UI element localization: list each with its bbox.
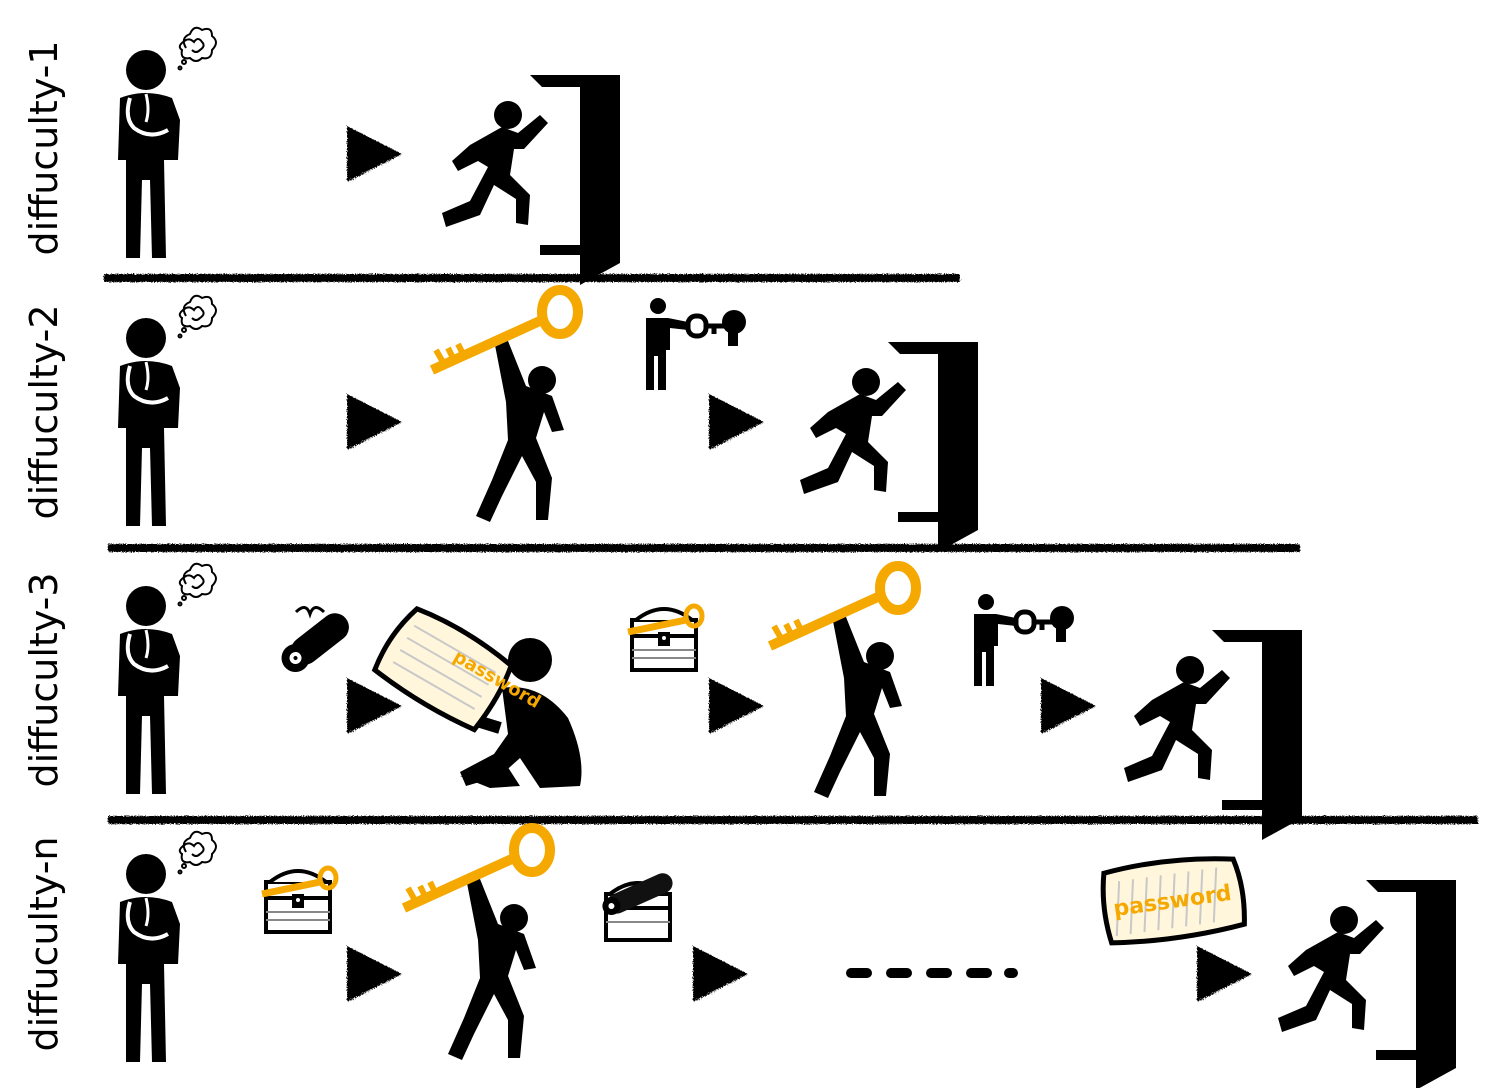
person-unlocking-icon (646, 298, 746, 390)
arrow-icon (598, 946, 748, 1002)
person-holding-key-icon (432, 290, 578, 522)
arrow-icon (614, 394, 764, 450)
exit-door-icon (442, 75, 620, 285)
exit-door-icon (1124, 630, 1302, 840)
person-unlocking-icon (974, 594, 1074, 686)
thinking-person-icon (116, 25, 218, 260)
row-label-n: diffuculty-n (22, 836, 66, 1052)
row-n: password (116, 828, 1456, 1088)
row-2 (116, 290, 978, 552)
exit-door-icon (800, 342, 978, 552)
arrow-icon (252, 126, 402, 182)
exit-door-icon (1278, 880, 1456, 1088)
treasure-chest-key-icon (262, 868, 336, 932)
row-label-2: diffuculty-2 (22, 304, 66, 520)
arrow-icon (252, 946, 402, 1002)
row-label-3: diffuculty-3 (22, 572, 66, 788)
row-3 (116, 561, 1302, 840)
password-card-icon: password (1099, 851, 1248, 947)
person-holding-key-icon (770, 566, 916, 798)
person-holding-key-icon (404, 828, 550, 1060)
arrow-icon (252, 394, 402, 450)
thinking-person-icon (116, 561, 218, 796)
treasure-chest-key-icon (628, 606, 702, 670)
arrow-icon (252, 678, 402, 734)
treasure-chest-scroll-icon (597, 868, 678, 942)
scroll-icon (274, 605, 357, 680)
arrow-icon (614, 678, 764, 734)
thinking-person-icon (116, 829, 218, 1064)
person-reading-password-icon (371, 602, 582, 788)
row-1 (116, 25, 620, 285)
row-separators (104, 274, 1478, 824)
arrow-icon (1102, 946, 1252, 1002)
thinking-person-icon (116, 293, 218, 528)
ellipsis-dashes (846, 968, 1018, 978)
row-label-1: diffuculty-1 (22, 40, 66, 256)
arrow-icon (946, 678, 1096, 734)
